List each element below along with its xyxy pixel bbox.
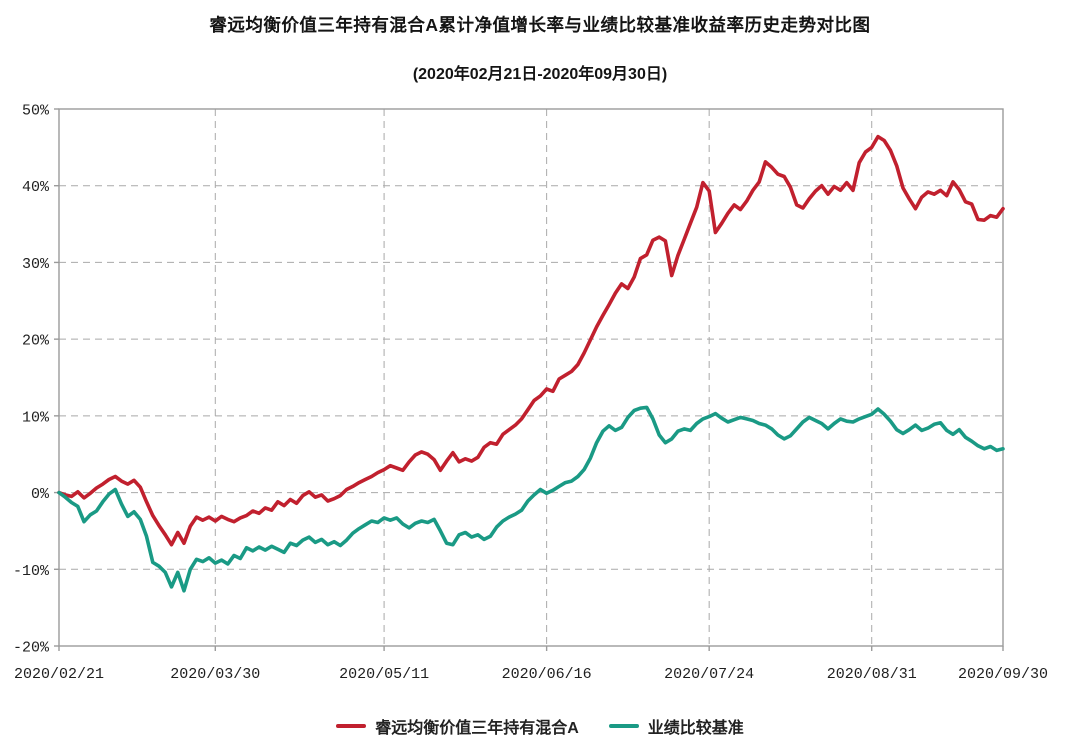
x-axis-label: 2020/08/31: [827, 666, 917, 683]
fund-series-line: [57, 134, 1005, 547]
fund-line-swatch: [336, 724, 367, 728]
benchmark-series-line: [57, 405, 1005, 593]
y-axis-label: -10%: [13, 563, 50, 580]
legend-item-benchmark: 业绩比较基准: [608, 714, 744, 738]
fund-legend-label: 睿远均衡价值三年持有混合A: [375, 720, 579, 737]
x-axis-label: 2020/05/11: [339, 666, 429, 683]
benchmark-legend-label: 业绩比较基准: [647, 720, 744, 737]
x-axis-label: 2020/09/30: [958, 666, 1048, 683]
x-axis-label: 2020/06/16: [502, 666, 592, 683]
x-axis-label: 2020/03/30: [170, 666, 260, 683]
y-axis-label: 0%: [31, 486, 50, 503]
y-axis-label: 40%: [22, 179, 50, 196]
benchmark-line-swatch: [608, 724, 639, 728]
x-axis-label: 2020/07/24: [664, 666, 754, 683]
legend-item-fund: 睿远均衡价值三年持有混合A: [336, 714, 579, 738]
y-axis-label: 50%: [22, 103, 50, 120]
y-axis-label: 30%: [22, 256, 50, 273]
y-axis-label: 10%: [22, 409, 50, 426]
chart-legend: 睿远均衡价值三年持有混合A 业绩比较基准: [0, 714, 1080, 738]
x-axis-label: 2020/02/21: [14, 666, 104, 683]
y-axis-label: -20%: [13, 640, 50, 657]
chart-title: 睿远均衡价值三年持有混合A累计净值增长率与业绩比较基准收益率历史走势对比图: [209, 15, 871, 35]
plot-border: [58, 108, 1004, 647]
chart-subtitle: (2020年02月21日-2020年09月30日): [412, 66, 668, 83]
y-axis-label: 20%: [22, 333, 50, 350]
